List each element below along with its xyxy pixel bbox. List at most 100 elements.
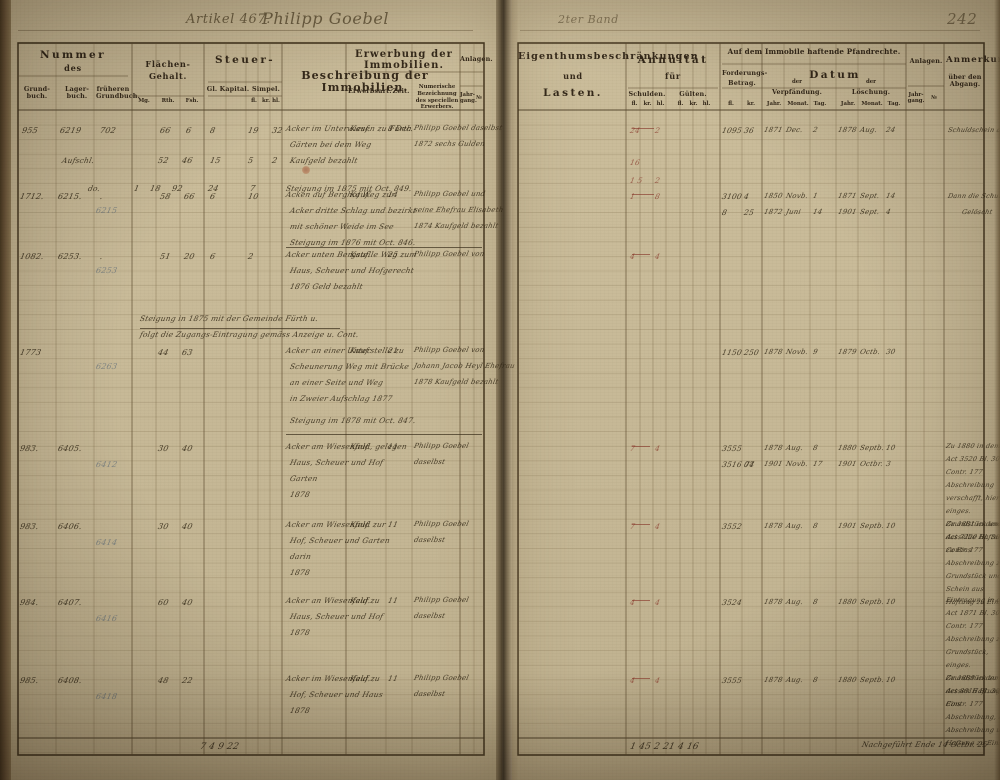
cell-beschreibung: Gärten bei dem Weg <box>289 140 373 149</box>
hdr-verpf-tag: Tag. <box>813 101 827 107</box>
cell-verp-tag: 17 <box>812 460 824 468</box>
hdr-schulden-hl: hl. <box>656 101 665 107</box>
binding-right-edge <box>994 0 1000 780</box>
hdr-schulden-kr: kr. <box>643 101 652 107</box>
cell-erwerbsart: Kauf. <box>349 124 372 133</box>
cell-anmerkung: Abschreibung zum <box>945 635 1000 643</box>
cell-anmerkung: Abschreibung und <box>945 726 1000 734</box>
cell-rth: 60 <box>157 598 170 607</box>
cell-verp-monat: Aug. <box>785 444 804 452</box>
hdr-unit-rth: Rth. <box>161 98 175 104</box>
cell-zeit: 21 <box>387 346 399 355</box>
cell-anmerkung: Gelöscht <box>961 208 994 216</box>
cell-erwerber: Philipp Goebel <box>413 596 470 604</box>
cell-beschreibung: Hof, Scheuer und Garten <box>289 536 391 545</box>
cell-fsh: 46 <box>181 156 194 165</box>
cell-rth: 48 <box>157 676 170 685</box>
cell-verp-jahr: 1878 <box>763 676 784 684</box>
cell-beschreibung: Steigung im 1876 mit Oct. 846. <box>289 238 417 247</box>
cell-erwerbsart: Kauf. <box>349 346 372 355</box>
note-above: folgt die Zugangs-Eintragung gemäss Anze… <box>139 330 360 339</box>
cell-anmerkung: Contr. 177 <box>945 622 984 630</box>
cell-beschreibung: Kaufgeld bezahlt <box>289 156 359 165</box>
cell-lagerbuch-blue: 6414 <box>95 538 119 547</box>
cell-betrag-kr: 250 <box>743 348 760 357</box>
cell-beschreibung: 1878 <box>289 568 311 577</box>
cell-anmerkung: Zu 1880 in dem <box>945 442 1000 450</box>
cell-zeit: 11 <box>387 442 399 451</box>
hdr-unit-mg: Mg. <box>138 98 150 104</box>
cell-mg: 18 <box>149 184 162 193</box>
hdr-simpel: Simpel. <box>251 85 281 93</box>
cell-erwerbsart: Kauf. <box>349 190 372 199</box>
cell-zeit: 11 <box>387 674 399 683</box>
cell-grundbuch: 983. <box>19 522 40 531</box>
cell-betrag-kr: 07 <box>743 460 755 469</box>
hdr-verpf-jahr: Jahr. <box>766 101 782 107</box>
cell-erwerber: daselbst <box>413 612 446 620</box>
headline-rule-left <box>18 30 473 31</box>
annuitaet-strikethrough <box>632 446 650 447</box>
cell-beschreibung: mit schöner Weide im See <box>289 222 395 231</box>
cell-betrag-fl: 1150 <box>721 348 743 357</box>
right-leaf <box>512 0 1000 780</box>
cell-anmerkung: Contr. 177 <box>945 700 984 708</box>
hdr-steuer-title: Steuer- <box>214 54 276 66</box>
cell-fsh: 40 <box>181 522 194 531</box>
annuitaet-strikethrough <box>632 194 654 195</box>
cell-erwerbsart: Kauf. <box>349 442 372 451</box>
cell-loe-monat: Septb. <box>859 444 885 452</box>
hdr-loesch-monat: Monat. <box>861 101 883 107</box>
cell-loe-jahr: 1880 <box>837 598 858 606</box>
cell-beschreibung: Haus, Scheuer und Hof <box>289 458 385 467</box>
cell-beschreibung: darin <box>289 552 313 561</box>
cell-loe-jahr: 1879 <box>837 348 858 356</box>
cell-loe-jahr: 1901 <box>837 208 858 216</box>
cell-beschreibung: Acken auf Berghof Weg zur <box>285 190 397 199</box>
hdr-gl-kapital: Gl. Kapital. <box>206 85 250 93</box>
cell-verp-monat: Aug. <box>785 676 804 684</box>
annuitaet-strikethrough <box>632 524 650 525</box>
hdr-datum: Datum <box>809 69 861 81</box>
cell-loe-monat: Octb. <box>859 348 882 356</box>
cell-annuitaet-schulden: 16 <box>629 158 641 167</box>
cell-fsh: 20 <box>183 252 196 261</box>
cell-erwerber: Philipp Goebel von <box>413 250 486 258</box>
hdr-schulden: Schulden. <box>628 90 666 98</box>
hdr-nummer-sub: des <box>64 63 82 73</box>
cell-erwerber: daselbst <box>413 536 446 544</box>
note-above: Steigung in 1875 mit der Gemeinde Fürth … <box>139 314 320 323</box>
ink-blot <box>302 166 310 174</box>
cell-erwerber: Philipp Goebel <box>413 674 470 682</box>
cell-fsh: 40 <box>181 598 194 607</box>
cell-loe-tag: 10 <box>885 444 897 452</box>
hdr-anlagen-nr-right: № <box>931 95 937 101</box>
cell-erwerber: daselbst <box>413 458 446 466</box>
cell-erwerber: Philipp Goebel und <box>413 190 487 198</box>
cell-anmerkung: Abschreibung <box>945 481 996 489</box>
cell-anmerkung: Act 3520 Bl. 30 <box>945 455 1000 463</box>
hdr-eigenthum-2: und <box>563 71 583 81</box>
hdr-flaechen-2: Gehalt. <box>148 71 188 81</box>
headline-rule-right <box>520 30 980 31</box>
hdr-nummer-title: Nummer <box>39 49 107 61</box>
cell-betrag-fl: 3555 <box>721 444 743 453</box>
hdr-loesch-jahr: Jahr. <box>840 101 856 107</box>
cell-betrag-fl: 1095 <box>721 126 743 135</box>
hdr-guelten-fl: fl. <box>677 101 684 107</box>
cell-loe-tag: 14 <box>885 192 897 200</box>
cell-erwerber: 1874 Kaufgeld bezahlt <box>413 222 500 230</box>
hdr-erwerber-bezeichnung: Numerische Bezeichnung des speciellen Er… <box>415 84 459 111</box>
cell-erwerber: Philipp Goebel <box>413 520 470 528</box>
page-number: 242 <box>947 10 978 28</box>
hdr-anlagen-right: Anlagen. <box>909 57 943 65</box>
hdr-loesch-2: Löschung. <box>851 88 891 96</box>
cell-anmerkung: Act 7220 Bl. 30 <box>945 533 1000 541</box>
cell-verp-jahr: 1878 <box>763 348 784 356</box>
cell-verp-monat: Aug. <box>785 598 804 606</box>
hdr-zeit: Zeit. <box>392 87 410 95</box>
cell-fsh: 40 <box>181 444 194 453</box>
cell-lagerbuch: do. <box>87 184 102 193</box>
cell-loe-jahr: 1901 <box>837 460 858 468</box>
